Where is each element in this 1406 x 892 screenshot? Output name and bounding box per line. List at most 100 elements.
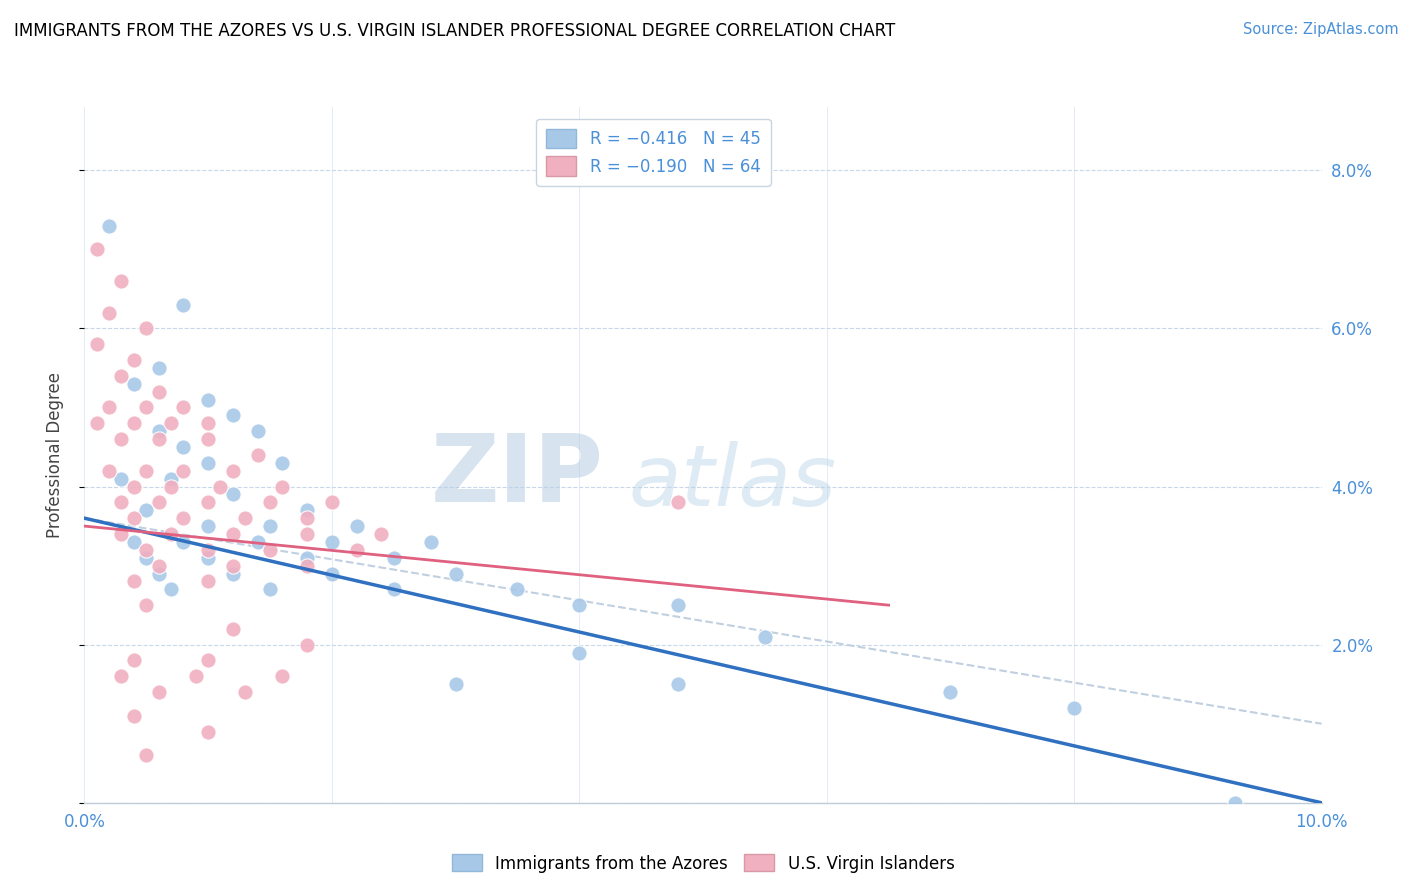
Point xyxy=(172,401,194,415)
Point xyxy=(110,368,132,383)
Point xyxy=(222,464,245,478)
Text: atlas: atlas xyxy=(628,442,837,524)
Point xyxy=(222,527,245,541)
Point xyxy=(197,432,219,446)
Point xyxy=(246,424,269,438)
Point xyxy=(122,511,145,525)
Point xyxy=(160,417,183,431)
Point xyxy=(172,440,194,454)
Point xyxy=(197,392,219,407)
Point xyxy=(172,534,194,549)
Point xyxy=(233,685,256,699)
Point xyxy=(86,417,108,431)
Point xyxy=(295,503,318,517)
Point xyxy=(444,566,467,581)
Point xyxy=(172,298,194,312)
Point xyxy=(568,646,591,660)
Point xyxy=(135,464,157,478)
Point xyxy=(122,534,145,549)
Point xyxy=(135,550,157,565)
Point xyxy=(568,598,591,612)
Point xyxy=(135,321,157,335)
Point xyxy=(271,479,294,493)
Point xyxy=(370,527,392,541)
Point xyxy=(122,376,145,391)
Point xyxy=(110,274,132,288)
Point xyxy=(246,534,269,549)
Point xyxy=(666,598,689,612)
Point xyxy=(1223,796,1246,810)
Point xyxy=(184,669,207,683)
Point xyxy=(382,582,405,597)
Point xyxy=(197,653,219,667)
Point xyxy=(148,424,170,438)
Point xyxy=(321,534,343,549)
Point xyxy=(110,472,132,486)
Point xyxy=(98,401,121,415)
Point xyxy=(295,527,318,541)
Point xyxy=(110,669,132,683)
Point xyxy=(197,417,219,431)
Point xyxy=(1063,701,1085,715)
Point xyxy=(135,401,157,415)
Point xyxy=(259,582,281,597)
Point xyxy=(295,638,318,652)
Point xyxy=(197,542,219,557)
Point xyxy=(321,566,343,581)
Point xyxy=(135,542,157,557)
Point xyxy=(419,534,441,549)
Point xyxy=(197,456,219,470)
Point xyxy=(122,574,145,589)
Point xyxy=(160,472,183,486)
Point xyxy=(233,511,256,525)
Point xyxy=(148,432,170,446)
Point xyxy=(271,456,294,470)
Text: IMMIGRANTS FROM THE AZORES VS U.S. VIRGIN ISLANDER PROFESSIONAL DEGREE CORRELATI: IMMIGRANTS FROM THE AZORES VS U.S. VIRGI… xyxy=(14,22,896,40)
Point xyxy=(346,542,368,557)
Point xyxy=(259,542,281,557)
Y-axis label: Professional Degree: Professional Degree xyxy=(45,372,63,538)
Point xyxy=(209,479,232,493)
Point xyxy=(122,708,145,723)
Point xyxy=(86,337,108,351)
Point xyxy=(148,495,170,509)
Point xyxy=(148,558,170,573)
Point xyxy=(197,550,219,565)
Point xyxy=(666,677,689,691)
Point xyxy=(110,432,132,446)
Point xyxy=(122,653,145,667)
Point xyxy=(148,384,170,399)
Point xyxy=(259,519,281,533)
Point xyxy=(246,448,269,462)
Point xyxy=(346,519,368,533)
Point xyxy=(197,495,219,509)
Point xyxy=(259,495,281,509)
Point xyxy=(148,566,170,581)
Point xyxy=(135,598,157,612)
Point xyxy=(222,409,245,423)
Point xyxy=(197,519,219,533)
Point xyxy=(222,622,245,636)
Point xyxy=(110,495,132,509)
Point xyxy=(271,669,294,683)
Point xyxy=(98,464,121,478)
Point xyxy=(135,748,157,763)
Point xyxy=(98,305,121,319)
Point xyxy=(148,360,170,375)
Point xyxy=(382,550,405,565)
Point xyxy=(172,464,194,478)
Point xyxy=(754,630,776,644)
Point xyxy=(222,566,245,581)
Point xyxy=(295,511,318,525)
Point xyxy=(222,487,245,501)
Point xyxy=(666,495,689,509)
Point xyxy=(197,574,219,589)
Point xyxy=(222,558,245,573)
Legend: Immigrants from the Azores, U.S. Virgin Islanders: Immigrants from the Azores, U.S. Virgin … xyxy=(444,847,962,880)
Text: Source: ZipAtlas.com: Source: ZipAtlas.com xyxy=(1243,22,1399,37)
Legend: R = −0.416   N = 45, R = −0.190   N = 64: R = −0.416 N = 45, R = −0.190 N = 64 xyxy=(537,119,770,186)
Point xyxy=(148,685,170,699)
Point xyxy=(160,527,183,541)
Point xyxy=(506,582,529,597)
Point xyxy=(295,558,318,573)
